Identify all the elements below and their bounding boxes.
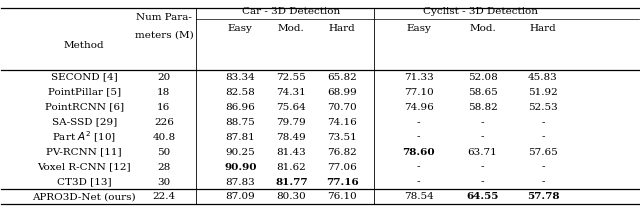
Text: -: - xyxy=(417,163,420,172)
Text: 30: 30 xyxy=(157,177,170,186)
Text: Part $A^2$ [10]: Part $A^2$ [10] xyxy=(52,130,116,145)
Text: 71.33: 71.33 xyxy=(404,73,434,82)
Text: -: - xyxy=(541,163,545,172)
Text: Voxel R-CNN [12]: Voxel R-CNN [12] xyxy=(37,163,131,172)
Text: CT3D [13]: CT3D [13] xyxy=(57,177,111,186)
Text: 78.54: 78.54 xyxy=(404,193,434,201)
Text: Cyclist - 3D Detection: Cyclist - 3D Detection xyxy=(424,7,538,16)
Text: 74.96: 74.96 xyxy=(404,103,434,112)
Text: -: - xyxy=(541,177,545,186)
Text: PointRCNN [6]: PointRCNN [6] xyxy=(45,103,124,112)
Text: 80.30: 80.30 xyxy=(276,193,306,201)
Text: 73.51: 73.51 xyxy=(328,133,357,142)
Text: 81.77: 81.77 xyxy=(275,177,308,186)
Text: 51.92: 51.92 xyxy=(528,88,558,97)
Text: 57.65: 57.65 xyxy=(528,148,558,157)
Text: PointPillar [5]: PointPillar [5] xyxy=(47,88,121,97)
Text: -: - xyxy=(481,133,484,142)
Text: 28: 28 xyxy=(157,163,170,172)
Text: 40.8: 40.8 xyxy=(152,133,175,142)
Text: Easy: Easy xyxy=(406,24,431,33)
Text: Mod.: Mod. xyxy=(278,24,305,33)
Text: Mod.: Mod. xyxy=(469,24,496,33)
Text: 58.82: 58.82 xyxy=(468,103,497,112)
Text: 77.06: 77.06 xyxy=(328,163,357,172)
Text: 81.62: 81.62 xyxy=(276,163,306,172)
Text: -: - xyxy=(481,177,484,186)
Text: 74.16: 74.16 xyxy=(328,118,357,127)
Text: 20: 20 xyxy=(157,73,170,82)
Text: 58.65: 58.65 xyxy=(468,88,497,97)
Text: APRO3D-Net (ours): APRO3D-Net (ours) xyxy=(33,193,136,201)
Text: meters (M): meters (M) xyxy=(134,30,193,39)
Text: 50: 50 xyxy=(157,148,170,157)
Text: Num Para-: Num Para- xyxy=(136,13,192,22)
Text: 63.71: 63.71 xyxy=(468,148,497,157)
Text: 90.90: 90.90 xyxy=(224,163,257,172)
Text: 68.99: 68.99 xyxy=(328,88,357,97)
Text: 52.53: 52.53 xyxy=(528,103,558,112)
Text: 65.82: 65.82 xyxy=(328,73,357,82)
Text: 78.49: 78.49 xyxy=(276,133,306,142)
Text: -: - xyxy=(541,118,545,127)
Text: 57.78: 57.78 xyxy=(527,193,559,201)
Text: -: - xyxy=(481,163,484,172)
Text: Hard: Hard xyxy=(329,24,356,33)
Text: 90.25: 90.25 xyxy=(225,148,255,157)
Text: 72.55: 72.55 xyxy=(276,73,306,82)
Text: 78.60: 78.60 xyxy=(403,148,435,157)
Text: 77.16: 77.16 xyxy=(326,177,358,186)
Text: Easy: Easy xyxy=(228,24,253,33)
Text: -: - xyxy=(417,133,420,142)
Text: Method: Method xyxy=(64,41,104,50)
Text: -: - xyxy=(417,177,420,186)
Text: 82.58: 82.58 xyxy=(225,88,255,97)
Text: 77.10: 77.10 xyxy=(404,88,434,97)
Text: 87.81: 87.81 xyxy=(225,133,255,142)
Text: 226: 226 xyxy=(154,118,174,127)
Text: -: - xyxy=(481,118,484,127)
Text: 86.96: 86.96 xyxy=(225,103,255,112)
Text: 76.82: 76.82 xyxy=(328,148,357,157)
Text: 22.4: 22.4 xyxy=(152,193,175,201)
Text: 52.08: 52.08 xyxy=(468,73,497,82)
Text: 88.75: 88.75 xyxy=(225,118,255,127)
Text: SA-SSD [29]: SA-SSD [29] xyxy=(52,118,117,127)
Text: 87.09: 87.09 xyxy=(225,193,255,201)
Text: 45.83: 45.83 xyxy=(528,73,558,82)
Text: 18: 18 xyxy=(157,88,170,97)
Text: 75.64: 75.64 xyxy=(276,103,306,112)
Text: -: - xyxy=(541,133,545,142)
Text: Hard: Hard xyxy=(530,24,556,33)
Text: 79.79: 79.79 xyxy=(276,118,306,127)
Text: 87.83: 87.83 xyxy=(225,177,255,186)
Text: 70.70: 70.70 xyxy=(328,103,357,112)
Text: 76.10: 76.10 xyxy=(328,193,357,201)
Text: 16: 16 xyxy=(157,103,170,112)
Text: SECOND [4]: SECOND [4] xyxy=(51,73,118,82)
Text: -: - xyxy=(417,118,420,127)
Text: 64.55: 64.55 xyxy=(467,193,499,201)
Text: 81.43: 81.43 xyxy=(276,148,306,157)
Text: PV-RCNN [11]: PV-RCNN [11] xyxy=(47,148,122,157)
Text: Car - 3D Detection: Car - 3D Detection xyxy=(242,7,340,16)
Text: 74.31: 74.31 xyxy=(276,88,306,97)
Text: 83.34: 83.34 xyxy=(225,73,255,82)
